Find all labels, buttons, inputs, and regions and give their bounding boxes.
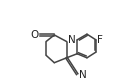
Text: F: F bbox=[97, 35, 103, 45]
Text: N: N bbox=[79, 70, 87, 80]
Text: N: N bbox=[68, 35, 76, 45]
Text: O: O bbox=[30, 30, 38, 40]
